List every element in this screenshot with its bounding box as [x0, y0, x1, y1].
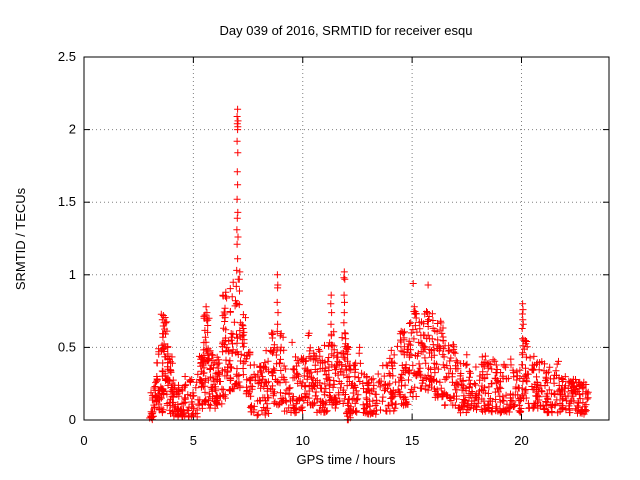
x-tick-label: 0 — [80, 433, 87, 448]
x-tick-label: 10 — [296, 433, 310, 448]
x-tick-label: 5 — [190, 433, 197, 448]
y-tick-label: 2.5 — [58, 49, 76, 64]
x-tick-label: 15 — [405, 433, 419, 448]
y-tick-label: 1.5 — [58, 194, 76, 209]
chart-title: Day 039 of 2016, SRMTID for receiver esq… — [220, 23, 473, 38]
y-tick-label: 0.5 — [58, 339, 76, 354]
x-tick-label: 20 — [514, 433, 528, 448]
x-axis-label: GPS time / hours — [297, 452, 396, 467]
y-axis-label: SRMTID / TECUs — [13, 187, 28, 290]
axis-tick-labels: 0 5 10 15 20 0 0.5 1 1.5 2 2.5 — [58, 49, 529, 448]
y-tick-label: 1 — [69, 267, 76, 282]
data-points — [146, 105, 592, 424]
y-tick-label: 0 — [69, 412, 76, 427]
y-tick-label: 2 — [69, 122, 76, 137]
plot-border — [83, 56, 610, 421]
gridlines — [84, 57, 609, 420]
